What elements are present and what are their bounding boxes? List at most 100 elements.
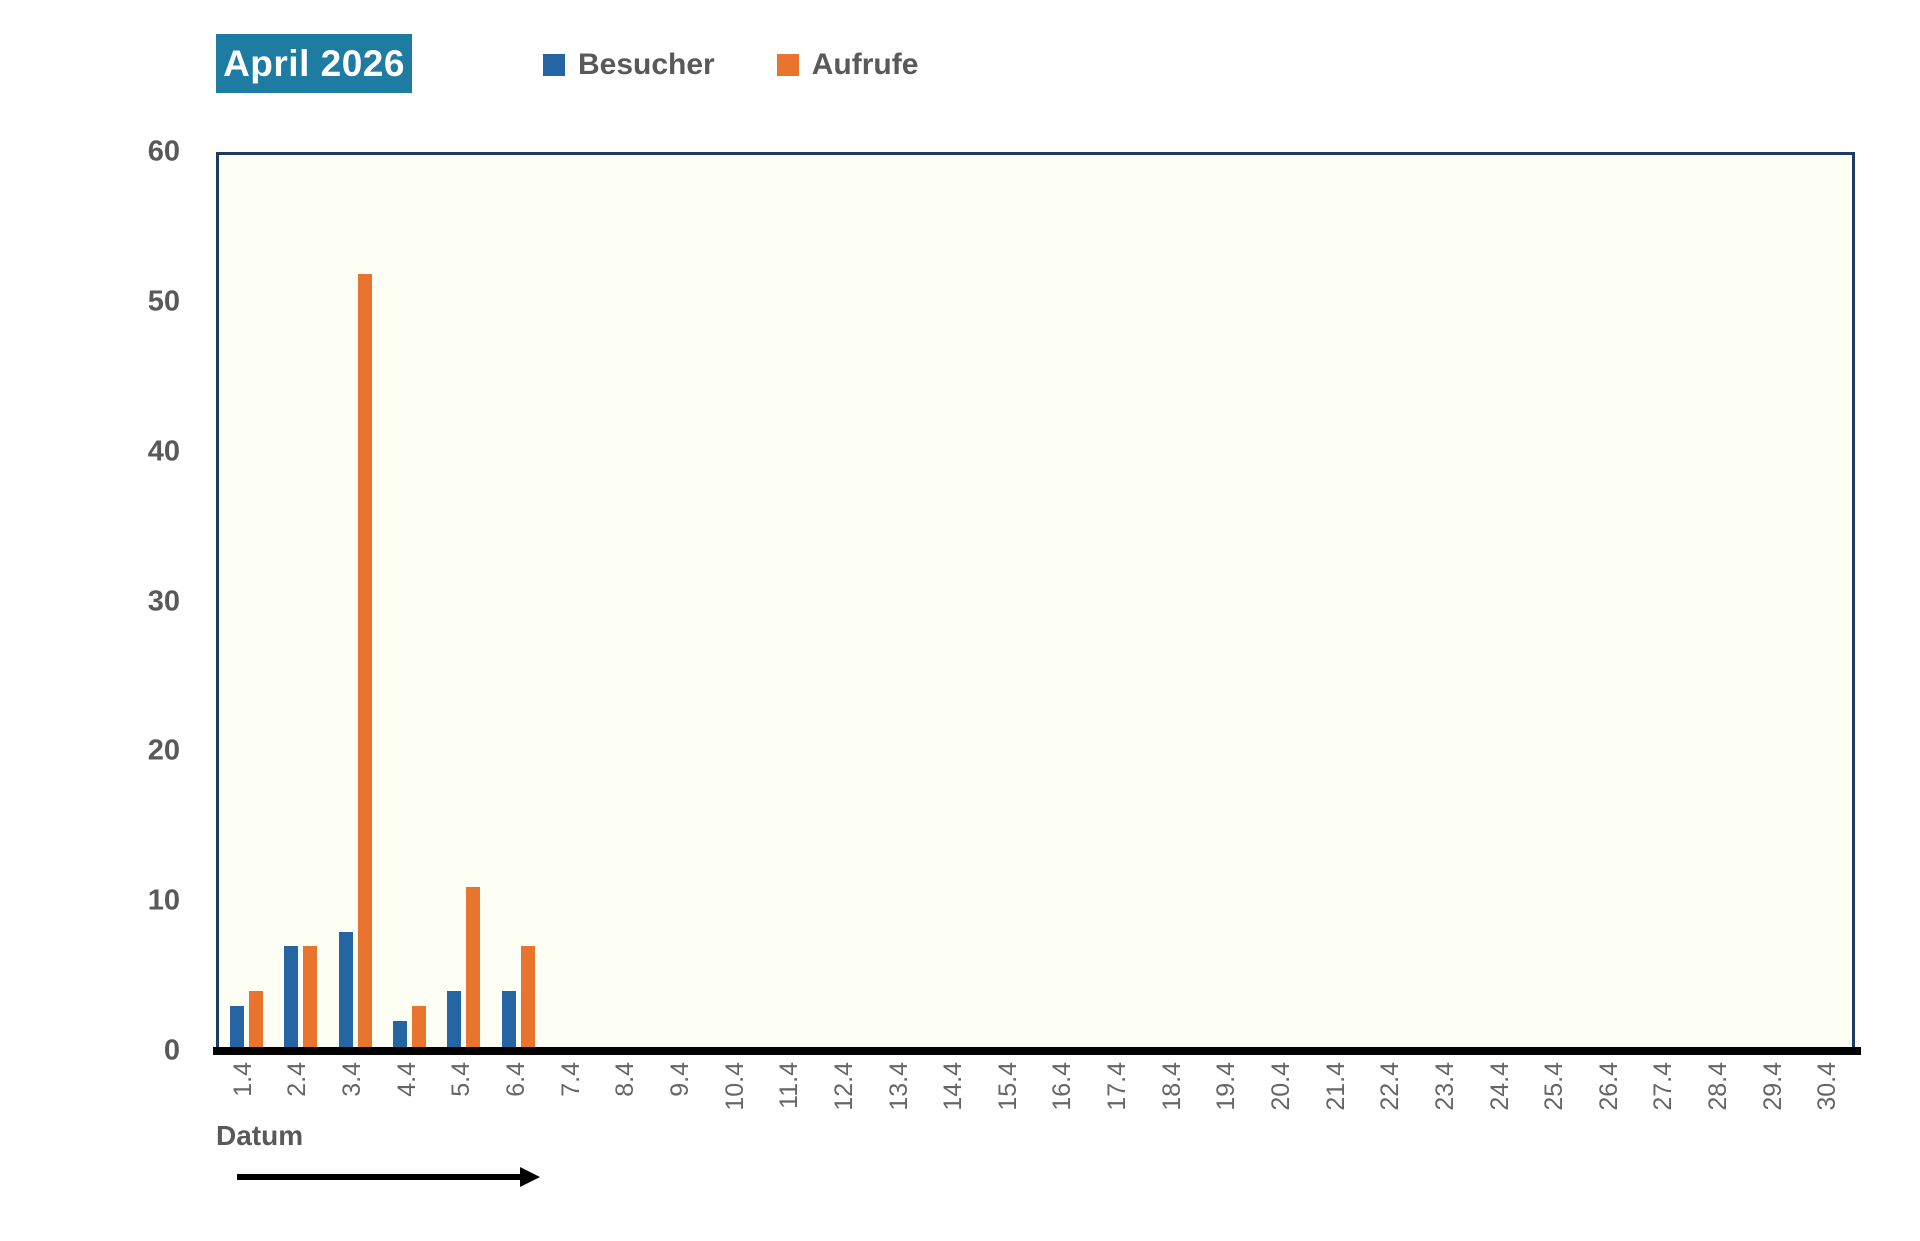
bar-group-9.4 (655, 155, 709, 1051)
bar-group-24.4 (1471, 155, 1525, 1051)
x-tick-label: 3.4 (338, 1062, 367, 1097)
y-axis-labels: 0 10 20 30 40 50 60 (60, 136, 198, 1067)
x-tick-cell-7.4: 7.4 (544, 1062, 599, 1152)
legend-swatch-besucher-icon (543, 54, 565, 76)
bar-group-22.4 (1362, 155, 1416, 1051)
arrow-head (520, 1167, 540, 1187)
x-tick-label: 16.4 (1048, 1062, 1077, 1111)
legend-swatch-aufrufe-icon (776, 54, 799, 76)
x-tick-label: 2.4 (283, 1062, 312, 1097)
x-tick-cell-23.4: 23.4 (1418, 1062, 1473, 1152)
x-tick-label: 20.4 (1266, 1062, 1295, 1111)
bar-aufrufe-4.4 (412, 1006, 427, 1051)
x-tick-cell-19.4: 19.4 (1200, 1062, 1255, 1152)
y-tick-label: 40 (147, 435, 180, 468)
x-axis-labels: 1.4 2.4 3.4 4.4 5.4 6.4 7.4 8.4 9.4 10.4 11.4 12.4 1… (216, 1062, 1855, 1152)
x-tick-label: 15.4 (993, 1062, 1022, 1111)
x-tick-label: 5.4 (447, 1062, 476, 1097)
chart-title: April 2026 (223, 42, 405, 84)
x-tick-cell-26.4: 26.4 (1582, 1062, 1637, 1152)
x-tick-label: 21.4 (1321, 1062, 1350, 1111)
legend-item-aufrufe: Aufrufe (776, 48, 919, 82)
plot-area (216, 152, 1855, 1051)
x-tick-label: 14.4 (939, 1062, 968, 1111)
x-tick-cell-4.4: 4.4 (380, 1062, 435, 1152)
x-tick-cell-10.4: 10.4 (708, 1062, 763, 1152)
x-tick-cell-3.4: 3.4 (325, 1062, 380, 1152)
bar-group-14.4 (927, 155, 981, 1051)
x-tick-label: 12.4 (829, 1062, 858, 1111)
x-tick-cell-11.4: 11.4 (762, 1062, 817, 1152)
x-tick-label: 17.4 (1103, 1062, 1132, 1111)
x-axis-title: Datum (216, 1120, 304, 1151)
y-tick-label: 20 (147, 734, 180, 767)
legend-label-aufrufe: Aufrufe (811, 48, 919, 81)
bar-besucher-5.4 (447, 991, 462, 1051)
x-tick-cell-13.4: 13.4 (872, 1062, 927, 1152)
bar-aufrufe-5.4 (466, 886, 481, 1051)
bar-group-10.4 (709, 155, 763, 1051)
bar-group-15.4 (981, 155, 1035, 1051)
bar-group-17.4 (1090, 155, 1144, 1051)
bar-besucher-6.4 (501, 991, 516, 1051)
bar-group-19.4 (1199, 155, 1253, 1051)
y-tick-label: 0 (163, 1034, 180, 1067)
bar-group-5.4 (437, 155, 491, 1051)
x-tick-cell-21.4: 21.4 (1309, 1062, 1364, 1152)
x-tick-label: 28.4 (1704, 1062, 1733, 1111)
bars-layer (219, 155, 1852, 1051)
x-tick-label: 9.4 (665, 1062, 694, 1097)
bar-group-29.4 (1743, 155, 1797, 1051)
x-tick-cell-30.4: 30.4 (1801, 1062, 1856, 1152)
x-tick-label: 18.4 (1157, 1062, 1186, 1111)
x-tick-label: 24.4 (1485, 1062, 1514, 1111)
x-tick-label: 13.4 (884, 1062, 913, 1111)
bar-group-8.4 (600, 155, 654, 1051)
bar-besucher-4.4 (393, 1021, 408, 1051)
bar-aufrufe-6.4 (520, 946, 535, 1051)
x-tick-label: 7.4 (556, 1062, 585, 1097)
x-tick-label: 23.4 (1430, 1062, 1459, 1111)
arrow-shaft (237, 1174, 520, 1180)
chart-title-badge: April 2026 (216, 34, 412, 93)
bar-besucher-2.4 (284, 946, 299, 1051)
x-tick-cell-16.4: 16.4 (1036, 1062, 1091, 1152)
bar-besucher-1.4 (229, 1006, 244, 1051)
x-tick-cell-12.4: 12.4 (817, 1062, 872, 1152)
bar-group-30.4 (1798, 155, 1852, 1051)
y-tick-label: 10 (147, 884, 180, 917)
legend-item-besucher: Besucher (543, 48, 715, 82)
bar-group-23.4 (1417, 155, 1471, 1051)
x-tick-cell-25.4: 25.4 (1527, 1062, 1582, 1152)
x-tick-cell-8.4: 8.4 (598, 1062, 653, 1152)
x-tick-label: 6.4 (502, 1062, 531, 1097)
bar-group-1.4 (219, 155, 273, 1051)
x-tick-label: 4.4 (392, 1062, 421, 1097)
bar-group-4.4 (382, 155, 436, 1051)
bar-group-6.4 (491, 155, 545, 1051)
y-tick-label: 60 (147, 135, 180, 168)
x-tick-cell-14.4: 14.4 (926, 1062, 981, 1152)
bar-group-13.4 (872, 155, 926, 1051)
x-tick-label: 29.4 (1758, 1062, 1787, 1111)
x-axis-arrow-icon (237, 1164, 540, 1190)
x-tick-cell-27.4: 27.4 (1637, 1062, 1692, 1152)
x-tick-label: 22.4 (1376, 1062, 1405, 1111)
x-tick-cell-29.4: 29.4 (1746, 1062, 1801, 1152)
bar-group-16.4 (1036, 155, 1090, 1051)
x-tick-cell-15.4: 15.4 (981, 1062, 1036, 1152)
x-tick-cell-28.4: 28.4 (1691, 1062, 1746, 1152)
bar-group-11.4 (763, 155, 817, 1051)
x-tick-label: 30.4 (1813, 1062, 1842, 1111)
bar-group-2.4 (273, 155, 327, 1051)
bar-besucher-3.4 (338, 931, 353, 1051)
bar-group-28.4 (1689, 155, 1743, 1051)
legend: Besucher Aufrufe (543, 48, 918, 82)
x-tick-label: 25.4 (1540, 1062, 1569, 1111)
x-tick-label: 1.4 (228, 1062, 257, 1097)
x-tick-label: 27.4 (1649, 1062, 1678, 1111)
x-tick-cell-9.4: 9.4 (653, 1062, 708, 1152)
bar-aufrufe-1.4 (248, 991, 263, 1051)
bar-group-3.4 (328, 155, 382, 1051)
